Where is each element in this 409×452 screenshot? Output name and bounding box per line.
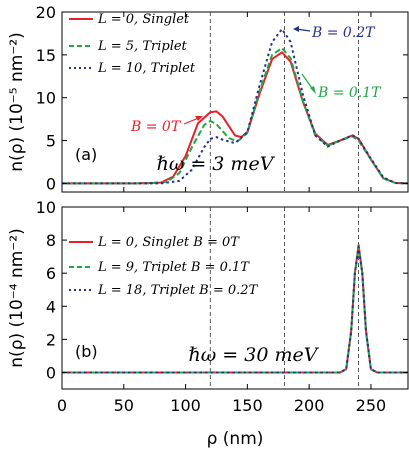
panel-b-ytick-label: 0: [46, 363, 56, 382]
panel-b-frame: [61, 206, 409, 390]
panel-a: 0 5 10 15 20 n(ρ) (10⁻⁵ nm⁻²) (a) ℏω = 3 meV…: [7, 3, 409, 193]
legend-a-label-2: L = 10, Triplet: [97, 61, 196, 76]
legend-b-label-1: L = 9, Triplet B = 0.1T: [97, 260, 250, 275]
panel-a-series: [62, 28, 409, 185]
annotation-b-0.2t: B = 0.2T: [311, 25, 376, 41]
panel-a-ytick-label: 0: [46, 174, 56, 193]
panel-a-ticks: 0 5 10 15 20: [36, 3, 408, 193]
panel-b-series: [62, 244, 408, 374]
annotation-b-0.1t-arrowhead: [310, 86, 316, 94]
legend-b: L = 0, Singlet B = 0T L = 9, Triplet B =…: [69, 235, 259, 298]
panel-a-label: (a): [75, 145, 97, 164]
panel-a-series-2: [62, 28, 409, 185]
x-tick-label: 250: [356, 396, 387, 415]
panel-a-frame: [61, 11, 409, 193]
panel-a-vlines: [209, 12, 359, 192]
panel-b-vlines: [209, 207, 359, 389]
panel-a-ytick-label: 15: [36, 46, 56, 65]
panel-a-ytick-label: 10: [36, 89, 56, 108]
panel-b-ytick-label: 4: [46, 297, 56, 316]
panel-b-series-2: [62, 245, 408, 374]
panel-b-ytick-label: 6: [46, 264, 56, 283]
x-tick-label: 150: [232, 396, 263, 415]
x-tick-label: 200: [294, 396, 325, 415]
panel-a-ylabel: n(ρ) (10⁻⁵ nm⁻²): [7, 32, 27, 171]
panel-b-ytick-label: 10: [36, 198, 56, 217]
panel-b-ytick-label: 8: [46, 231, 56, 250]
legend-b-label-2: L = 18, Triplet B = 0.2T: [97, 283, 259, 298]
annotation-b-0t-arrowhead: [195, 116, 203, 121]
x-axis-label: ρ (nm): [207, 429, 264, 449]
panel-a-hw-annotation: ℏω = 3 meV: [157, 153, 276, 175]
legend-a-label-0: L = 0, Singlet: [97, 12, 190, 27]
panel-a-ytick-label: 5: [46, 132, 56, 151]
panel-b-ytick-label: 2: [46, 330, 56, 349]
panel-b-hw-annotation: ℏω = 30 meV: [189, 344, 320, 366]
x-tick-label: 50: [114, 396, 134, 415]
legend-a: L = 0, Singlet L = 5, Triplet L = 10, Tr…: [69, 12, 196, 76]
annotation-b-0t: B = 0T: [130, 119, 182, 135]
panel-b-label: (b): [75, 342, 98, 361]
legend-a-label-1: L = 5, Triplet: [97, 39, 188, 54]
x-tick-label: 0: [57, 396, 67, 415]
legend-b-label-0: L = 0, Singlet B = 0T: [97, 235, 240, 250]
annotation-b-0.1t: B = 0.1T: [317, 85, 382, 101]
panel-b-ylabel: n(ρ) (10⁻⁴ nm⁻²): [7, 228, 27, 367]
panel-a-series-1: [62, 47, 409, 185]
x-tick-label: 100: [170, 396, 201, 415]
panel-a-ytick-label: 20: [36, 3, 56, 22]
annotation-b-0.2t-arrowhead: [293, 26, 299, 32]
